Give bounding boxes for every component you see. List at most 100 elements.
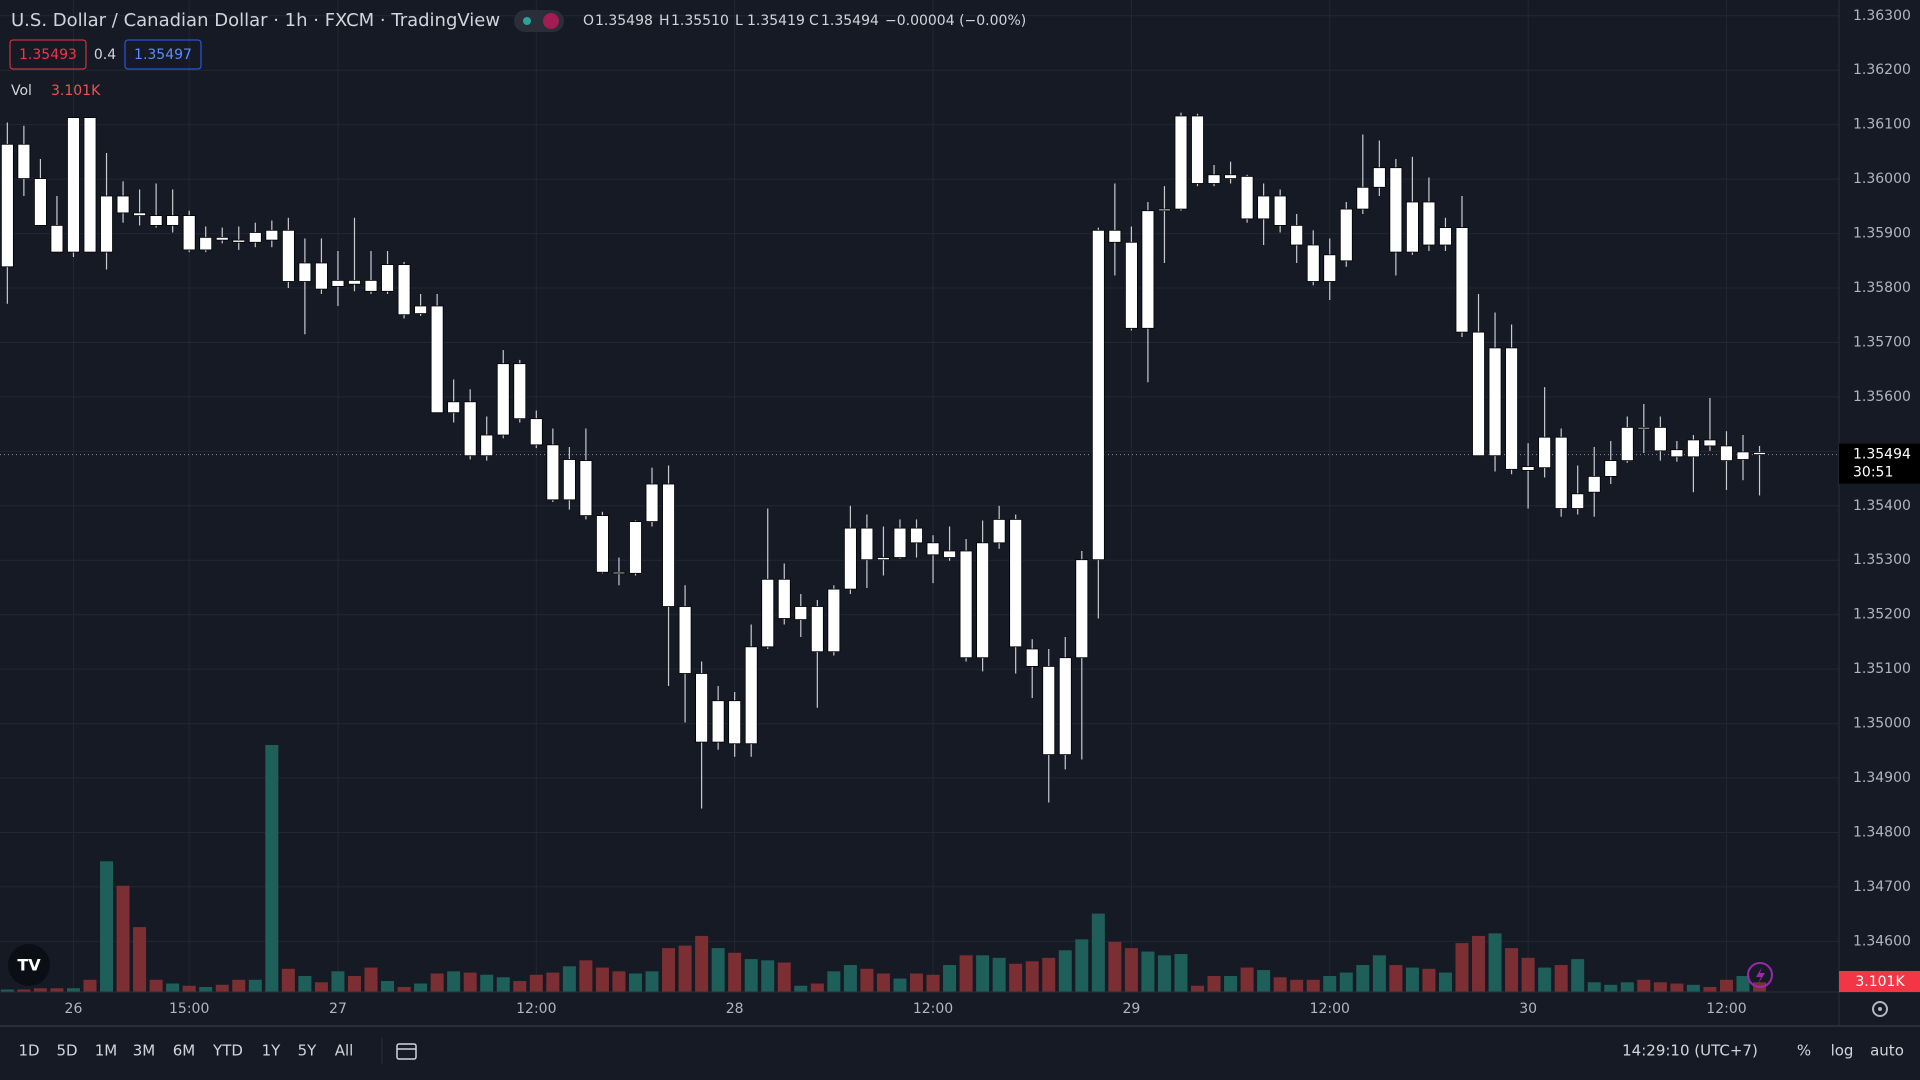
legend-value: 1.35494	[821, 13, 879, 29]
candle-body	[943, 550, 956, 558]
bid-box[interactable]	[9, 39, 87, 70]
candle-body	[182, 215, 196, 251]
candle-body	[629, 521, 642, 574]
candle-body	[50, 225, 64, 253]
range-button[interactable]: 1M	[95, 1042, 118, 1060]
candle-body	[1521, 466, 1535, 471]
x-tick-label: 12:00	[1706, 1001, 1746, 1017]
range-button[interactable]: 1D	[18, 1042, 39, 1060]
y-tick-label: 1.36200	[1853, 62, 1911, 78]
y-tick-label: 1.35100	[1853, 661, 1911, 677]
candle-body	[1587, 475, 1601, 493]
candle-body	[860, 527, 874, 561]
svg-text:TV: TV	[17, 956, 41, 975]
bid-price[interactable]: 1.35493	[19, 47, 77, 63]
volume-bar	[645, 971, 659, 992]
volume-bar	[1257, 970, 1271, 992]
candle-body	[1240, 176, 1254, 220]
volume-bar	[628, 973, 642, 992]
volume-bar	[1554, 965, 1568, 992]
range-button[interactable]: 5Y	[298, 1042, 318, 1060]
range-button[interactable]: All	[335, 1042, 354, 1060]
volume-bar	[1224, 976, 1238, 992]
candle-body	[281, 229, 295, 282]
candle-body	[926, 542, 940, 556]
candle-body	[232, 239, 246, 243]
candle-body	[496, 363, 510, 436]
candle-body	[711, 700, 725, 743]
y-tick-label: 1.35300	[1853, 552, 1911, 568]
spread: 0.4	[94, 47, 116, 63]
volume-bar	[695, 935, 709, 992]
candle-body	[1472, 331, 1485, 457]
scale-option[interactable]: auto	[1870, 1042, 1904, 1060]
candle-body	[331, 279, 345, 287]
candle-body	[1025, 648, 1039, 667]
volume-bar	[678, 945, 692, 992]
scale-option[interactable]: log	[1831, 1042, 1854, 1060]
ask-box[interactable]	[124, 39, 202, 70]
candle-body	[0, 143, 14, 268]
volume-bar	[496, 977, 510, 992]
candle-body	[1736, 451, 1750, 460]
candle-body	[1224, 174, 1237, 179]
candle-body	[166, 215, 180, 226]
candle-body	[1604, 460, 1618, 477]
last-price-label: 1.35494	[1853, 447, 1911, 463]
x-tick-label: 12:00	[913, 1001, 953, 1017]
volume-bar	[1273, 977, 1287, 992]
volume-bar	[414, 983, 428, 992]
volume-bar	[1703, 986, 1717, 992]
volume-bar	[1488, 933, 1502, 992]
candle-body	[1372, 167, 1386, 188]
candle-body	[381, 264, 394, 292]
candle-body	[777, 578, 791, 619]
range-button[interactable]: 1Y	[262, 1042, 282, 1060]
status-toggle[interactable]	[514, 10, 564, 32]
volume-bar	[1455, 943, 1469, 992]
candle-body	[199, 236, 213, 251]
volume-value: 3.101K	[51, 83, 101, 99]
volume-bar	[248, 979, 262, 992]
alert-icon[interactable]	[1747, 962, 1773, 988]
tv-logo[interactable]: TV	[8, 944, 50, 986]
volume-bar	[314, 982, 328, 992]
candle-body	[562, 459, 576, 501]
clock[interactable]: 14:29:10 (UTC+7)	[1622, 1042, 1758, 1060]
candle-body	[976, 542, 990, 659]
candle-body	[893, 527, 907, 558]
candle-body	[414, 305, 428, 315]
volume-bar	[430, 973, 444, 992]
settings-icon[interactable]	[1872, 1001, 1888, 1017]
candle-body	[348, 279, 361, 285]
scale-option[interactable]: %	[1797, 1042, 1811, 1060]
volume-bar	[1009, 963, 1023, 992]
compare-icon[interactable]	[396, 1043, 417, 1060]
volume-bar	[728, 952, 742, 992]
range-button[interactable]: 3M	[133, 1042, 156, 1060]
range-button[interactable]: 6M	[173, 1042, 196, 1060]
candle-body	[215, 236, 229, 241]
candle-body	[463, 401, 477, 457]
volume-axis-label: 3.101K	[1855, 974, 1905, 990]
volume-bar	[1240, 967, 1254, 992]
range-button[interactable]: 5D	[56, 1042, 77, 1060]
ask-price[interactable]: 1.35497	[134, 47, 192, 63]
range-button[interactable]: YTD	[212, 1042, 243, 1060]
volume-bar	[149, 979, 163, 992]
candle-body	[695, 673, 709, 743]
volume-bar	[1422, 968, 1436, 992]
candle-body	[1009, 519, 1023, 648]
candle-body	[843, 527, 857, 590]
volume-bar	[926, 974, 940, 992]
candle-body	[1174, 115, 1188, 210]
volume-bar	[1438, 972, 1452, 992]
candle-body	[546, 444, 560, 501]
volume-bar	[232, 979, 246, 992]
candle-body	[645, 483, 659, 522]
volume-bar	[215, 984, 229, 992]
candle-body	[298, 262, 312, 282]
candle-body	[1075, 559, 1089, 659]
candle-body	[1257, 195, 1271, 220]
